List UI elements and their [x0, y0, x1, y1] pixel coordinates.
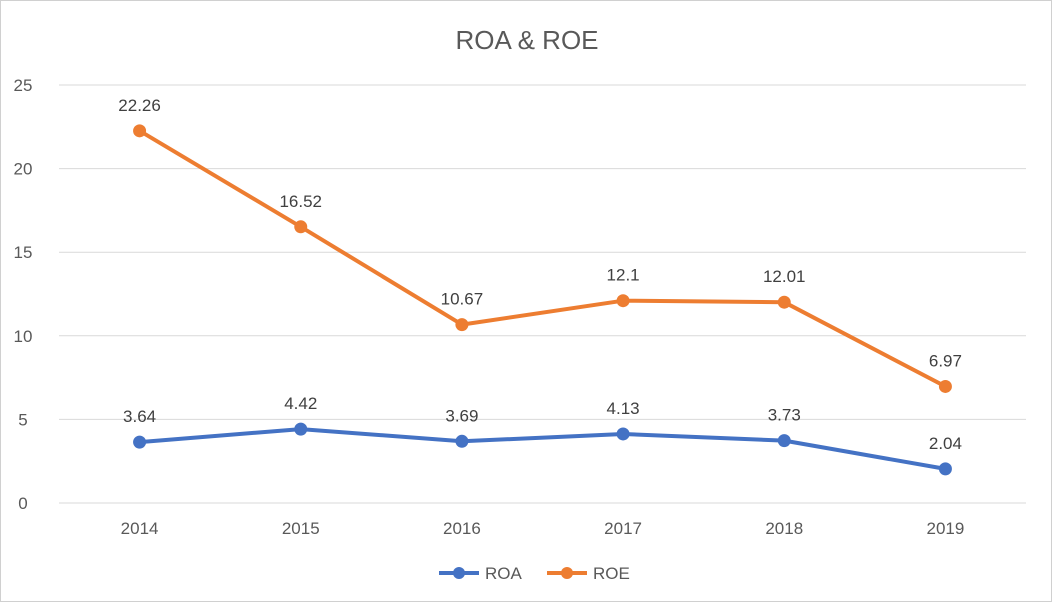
data-point-roe[interactable]: [616, 294, 630, 308]
x-tick-label: 2016: [443, 519, 481, 538]
data-point-roe[interactable]: [455, 318, 469, 332]
data-label-roa: 2.04: [929, 434, 962, 453]
data-label-roe: 12.1: [607, 266, 640, 285]
legend-swatch-marker: [561, 567, 573, 579]
legend-entry-roa[interactable]: ROA: [485, 564, 523, 583]
x-tick-label: 2015: [282, 519, 320, 538]
y-tick-label: 10: [14, 327, 33, 346]
data-point-roe[interactable]: [294, 220, 308, 234]
data-point-roa[interactable]: [938, 462, 952, 476]
series-layer: [133, 124, 952, 476]
y-tick-label: 15: [14, 243, 33, 262]
x-tick-label: 2014: [121, 519, 159, 538]
data-label-roa: 3.73: [768, 406, 801, 425]
data-label-roe: 22.26: [118, 96, 161, 115]
data-point-roe[interactable]: [777, 295, 791, 309]
data-point-roa[interactable]: [133, 435, 147, 449]
y-tick-label: 25: [14, 76, 33, 95]
data-label-roa: 3.64: [123, 407, 156, 426]
series-line-roe: [137, 128, 948, 389]
data-label-roe: 12.01: [763, 267, 806, 286]
series-line-roa: [137, 427, 948, 471]
y-axis: 0 5 10 15 20 25: [14, 76, 33, 513]
legend: ROA ROE: [439, 564, 630, 583]
legend-entry-roe[interactable]: ROE: [593, 564, 630, 583]
data-labels: 3.64 4.42 3.69 4.13 3.73 2.04 22.26 16.52 10.67 1…: [118, 96, 962, 453]
data-label-roa: 4.42: [284, 394, 317, 413]
data-label-roa: 3.69: [445, 406, 478, 425]
data-point-roa[interactable]: [777, 434, 791, 448]
legend-swatch-marker: [453, 567, 465, 579]
data-point-roe[interactable]: [938, 379, 952, 393]
data-point-roa[interactable]: [616, 427, 630, 441]
data-label-roa: 4.13: [607, 399, 640, 418]
data-point-roa[interactable]: [294, 422, 308, 436]
x-axis: 2014 2015 2016 2017 2018 2019: [121, 519, 965, 538]
data-label-roe: 6.97: [929, 351, 962, 370]
data-point-roa[interactable]: [455, 434, 469, 448]
y-tick-label: 0: [18, 494, 27, 513]
chart-title: ROA & ROE: [455, 25, 598, 55]
x-tick-label: 2017: [604, 519, 642, 538]
grid-layer: [59, 84, 1026, 504]
y-tick-label: 5: [18, 410, 27, 429]
y-tick-label: 20: [14, 160, 33, 179]
data-label-roe: 16.52: [279, 192, 322, 211]
data-label-roe: 10.67: [441, 290, 484, 309]
data-point-roe[interactable]: [133, 124, 147, 138]
x-tick-label: 2018: [765, 519, 803, 538]
x-tick-label: 2019: [927, 519, 965, 538]
